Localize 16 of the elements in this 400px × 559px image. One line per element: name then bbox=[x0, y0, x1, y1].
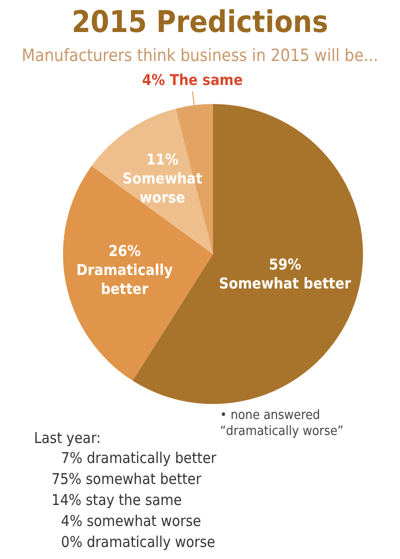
chart-subtitle: Manufacturers think business in 2015 will be... bbox=[20, 45, 380, 68]
text: 14% stay the same bbox=[52, 490, 183, 511]
slice-label: Somewhat better bbox=[218, 274, 352, 292]
chart-title: 2015 Predictions bbox=[70, 4, 330, 42]
slice-label: Somewhat worse bbox=[122, 169, 203, 206]
text: 4% somewhat worse bbox=[61, 511, 202, 532]
slice-label: Dramatically better bbox=[76, 260, 173, 298]
data-label: 26% bbox=[108, 242, 142, 260]
text: 0% dramatically worse bbox=[61, 532, 216, 553]
text: Last year: bbox=[34, 428, 102, 448]
data-label: 59% bbox=[268, 255, 302, 274]
text: • none answered “dramatically worse” bbox=[220, 408, 344, 440]
text: 7% dramatically better bbox=[61, 448, 216, 469]
slice-label: 4% The same bbox=[142, 71, 243, 90]
text: 75% somewhat better bbox=[52, 469, 202, 490]
data-label: 11% bbox=[146, 150, 180, 168]
